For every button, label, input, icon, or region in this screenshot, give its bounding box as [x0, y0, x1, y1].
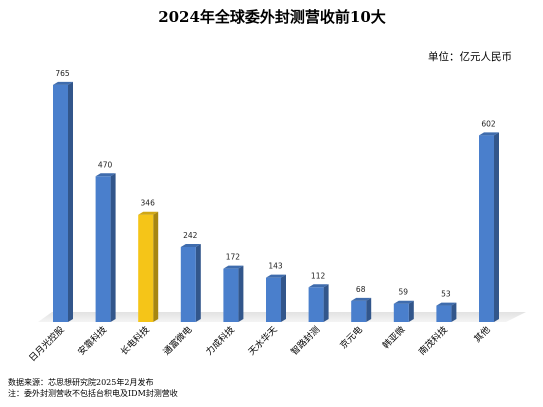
bar-side — [408, 300, 414, 322]
value-label: 68 — [356, 285, 366, 294]
bar-group: 346 长电科技 — [118, 199, 159, 358]
value-label: 242 — [183, 231, 198, 240]
bar — [53, 84, 68, 322]
bar-top — [436, 302, 457, 306]
bar-side — [323, 284, 329, 322]
category-label: 日月光控股 — [26, 324, 66, 364]
value-label: 602 — [481, 119, 496, 128]
bar-top — [53, 81, 73, 85]
category-label: 天水华天 — [246, 324, 280, 358]
bar-top — [308, 284, 329, 288]
value-label: 172 — [226, 253, 241, 262]
category-label: 韩亚微 — [380, 324, 408, 352]
bar-top — [266, 274, 286, 278]
bar-group: 143 天水华天 — [246, 262, 286, 358]
exclusion-note: 注：委外封测营收不包括台积电及IDM封测营收 — [8, 389, 178, 398]
bar-side — [238, 265, 244, 322]
bar-side — [68, 81, 73, 322]
chart-title: 2024年全球委外封测营收前10大 — [158, 8, 386, 26]
bar-side — [153, 211, 159, 322]
unit-label: 单位：亿元人民币 — [428, 50, 512, 63]
category-label: 通富微电 — [160, 324, 194, 358]
bar-top — [138, 211, 159, 215]
bar-top — [223, 265, 244, 269]
bar — [138, 214, 154, 322]
bar — [95, 176, 111, 322]
category-label: 力成科技 — [203, 324, 237, 358]
value-label: 53 — [441, 290, 451, 299]
bar — [393, 303, 409, 322]
value-label: 112 — [311, 271, 326, 280]
value-label: 59 — [399, 288, 409, 297]
bar — [180, 246, 196, 322]
bar-top — [95, 173, 116, 177]
bar — [479, 135, 494, 322]
bar-group: 242 通富微电 — [160, 231, 201, 358]
bar-top — [351, 297, 372, 301]
bar — [266, 277, 281, 322]
value-label: 470 — [98, 160, 113, 169]
bar-side — [195, 243, 201, 322]
bar-top — [479, 132, 499, 136]
value-label: 765 — [55, 69, 70, 78]
category-label: 安靠科技 — [75, 324, 109, 358]
bar-group: 470 安靠科技 — [75, 160, 116, 358]
bar-side — [451, 302, 457, 322]
bar-side — [366, 297, 372, 322]
bar — [436, 305, 452, 322]
category-label: 智路封测 — [288, 324, 322, 358]
bar-top — [180, 243, 201, 247]
bar-side — [494, 132, 499, 322]
category-label: 京元电 — [337, 324, 365, 352]
source-note: 数据来源：芯思想研究院2025年2月发布 — [8, 378, 154, 387]
bar-group: 53 南茂科技 — [416, 290, 457, 358]
category-label: 其他 — [471, 324, 492, 345]
bars-layer: 765 日月光控股 470 安靠科技 346 长电科技 242 通富微电 172 力成科技 143 天… — [26, 69, 499, 364]
category-label: 长电科技 — [118, 324, 152, 358]
bar-group: 602 其他 — [471, 119, 499, 345]
value-label: 143 — [268, 262, 283, 271]
bar — [223, 268, 239, 322]
bar-top — [393, 300, 414, 304]
bar — [351, 300, 367, 322]
value-label: 346 — [141, 199, 156, 208]
bar — [308, 287, 324, 322]
bar-side — [281, 274, 286, 322]
category-label: 南茂科技 — [416, 324, 450, 358]
bar-group: 172 力成科技 — [203, 253, 244, 358]
bar-side — [110, 173, 116, 322]
